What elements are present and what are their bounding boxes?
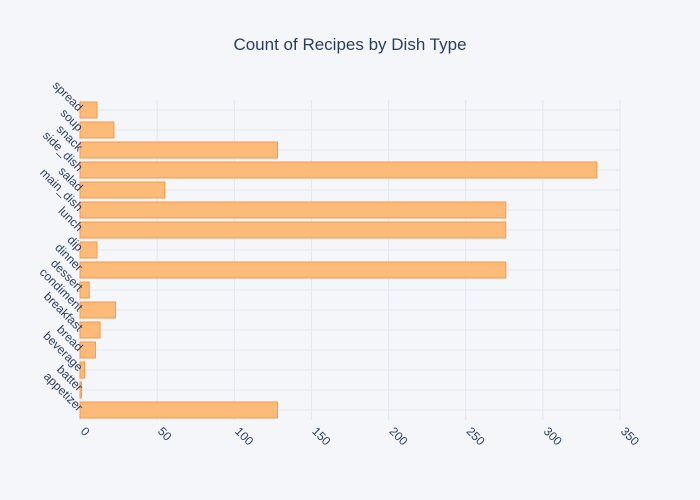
x-tick-label: 150 (309, 424, 333, 448)
bar-main-dish (79, 201, 507, 219)
x-axis-ticks: 0 50 100 150 200 250 300 350 (78, 424, 642, 448)
bar-dinner (79, 261, 507, 279)
bar-batter (79, 381, 83, 399)
bar-spread (79, 101, 98, 119)
bars (79, 101, 598, 419)
bar-beverage (79, 361, 86, 379)
x-tick-label: 350 (618, 424, 642, 448)
bar-bread (79, 341, 96, 359)
chart-title: Count of Recipes by Dish Type (233, 35, 466, 54)
bar-breakfast (79, 321, 101, 339)
bar-lunch (79, 221, 507, 239)
x-tick-label: 300 (541, 424, 565, 448)
y-axis-ticks: appetizerbatterbeveragebreadbreakfastcon… (37, 78, 87, 414)
x-tick-label: 0 (78, 424, 93, 439)
bar-salad (79, 181, 166, 199)
bar-soup (79, 121, 115, 139)
x-tick-label: 200 (386, 424, 410, 448)
bar-condiment (79, 301, 116, 319)
bar-side-dish (79, 161, 598, 179)
bar-dessert (79, 281, 90, 299)
x-tick-label: 250 (464, 424, 488, 448)
x-tick-label: 100 (232, 424, 256, 448)
x-tick-label: 50 (155, 424, 175, 444)
bar-dip (79, 241, 98, 259)
bar-snack (79, 141, 278, 159)
bar-appetizer (79, 401, 278, 419)
